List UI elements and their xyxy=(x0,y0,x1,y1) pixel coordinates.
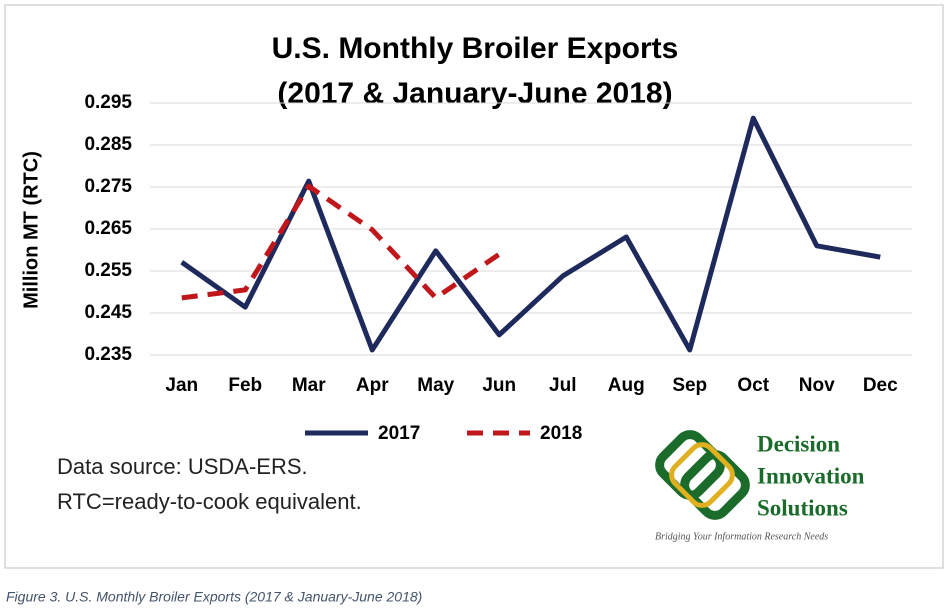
x-tick-label: Jul xyxy=(549,375,576,396)
logo-text: Innovation xyxy=(757,463,865,488)
y-tick-label: 0.295 xyxy=(84,92,132,113)
legend-label: 2018 xyxy=(540,423,582,444)
y-tick-label: 0.235 xyxy=(84,344,132,365)
caption: Figure 3. U.S. Monthly Broiler Exports (… xyxy=(6,589,422,605)
chart-title: U.S. Monthly Broiler Exports xyxy=(272,32,679,65)
x-tick-label: Apr xyxy=(356,375,389,396)
y-axis-label: Million MT (RTC) xyxy=(20,151,42,309)
x-tick-label: Dec xyxy=(863,375,898,396)
chart-frame xyxy=(4,4,944,569)
note: Data source: USDA-ERS. xyxy=(57,454,308,479)
x-tick-label: Jun xyxy=(482,375,516,396)
y-tick-label: 0.245 xyxy=(84,302,132,323)
x-tick-label: Jan xyxy=(165,375,198,396)
x-tick-label: Nov xyxy=(799,375,835,396)
logo-text: Solutions xyxy=(757,495,848,520)
note: RTC=ready-to-cook equivalent. xyxy=(57,489,362,514)
y-tick-label: 0.255 xyxy=(84,260,132,281)
logo-icon xyxy=(655,430,750,520)
legend-label: 2017 xyxy=(378,423,420,444)
x-tick-label: Aug xyxy=(608,375,645,396)
y-tick-label: 0.285 xyxy=(84,134,132,155)
y-tick-label: 0.275 xyxy=(84,176,132,197)
series-line xyxy=(181,183,501,301)
logo-knot xyxy=(669,442,735,508)
x-tick-label: Mar xyxy=(292,375,326,396)
y-tick-label: 0.265 xyxy=(84,218,132,239)
x-tick-label: Sep xyxy=(672,375,707,396)
x-tick-label: May xyxy=(417,375,454,396)
x-tick-label: Feb xyxy=(228,375,262,396)
logo-text: Decision xyxy=(757,431,840,456)
chart-title: (2017 & January-June 2018) xyxy=(277,77,672,110)
logo-tagline: Bridging Your Information Research Needs xyxy=(655,531,828,542)
x-tick-label: Oct xyxy=(737,375,769,396)
